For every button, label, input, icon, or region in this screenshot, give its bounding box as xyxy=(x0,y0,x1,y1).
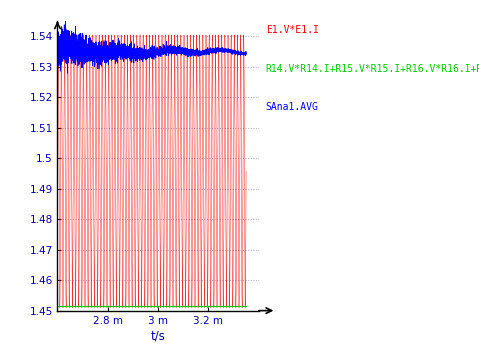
Text: SAna1.AVG: SAna1.AVG xyxy=(266,102,319,112)
Text: R14.V*R14.I+R15.V*R15.I+R16.V*R16.I+R17.V*R17.I: R14.V*R14.I+R15.V*R15.I+R16.V*R16.I+R17.… xyxy=(266,64,479,73)
Text: E1.V*E1.I: E1.V*E1.I xyxy=(266,25,319,35)
X-axis label: t/s: t/s xyxy=(150,330,166,343)
